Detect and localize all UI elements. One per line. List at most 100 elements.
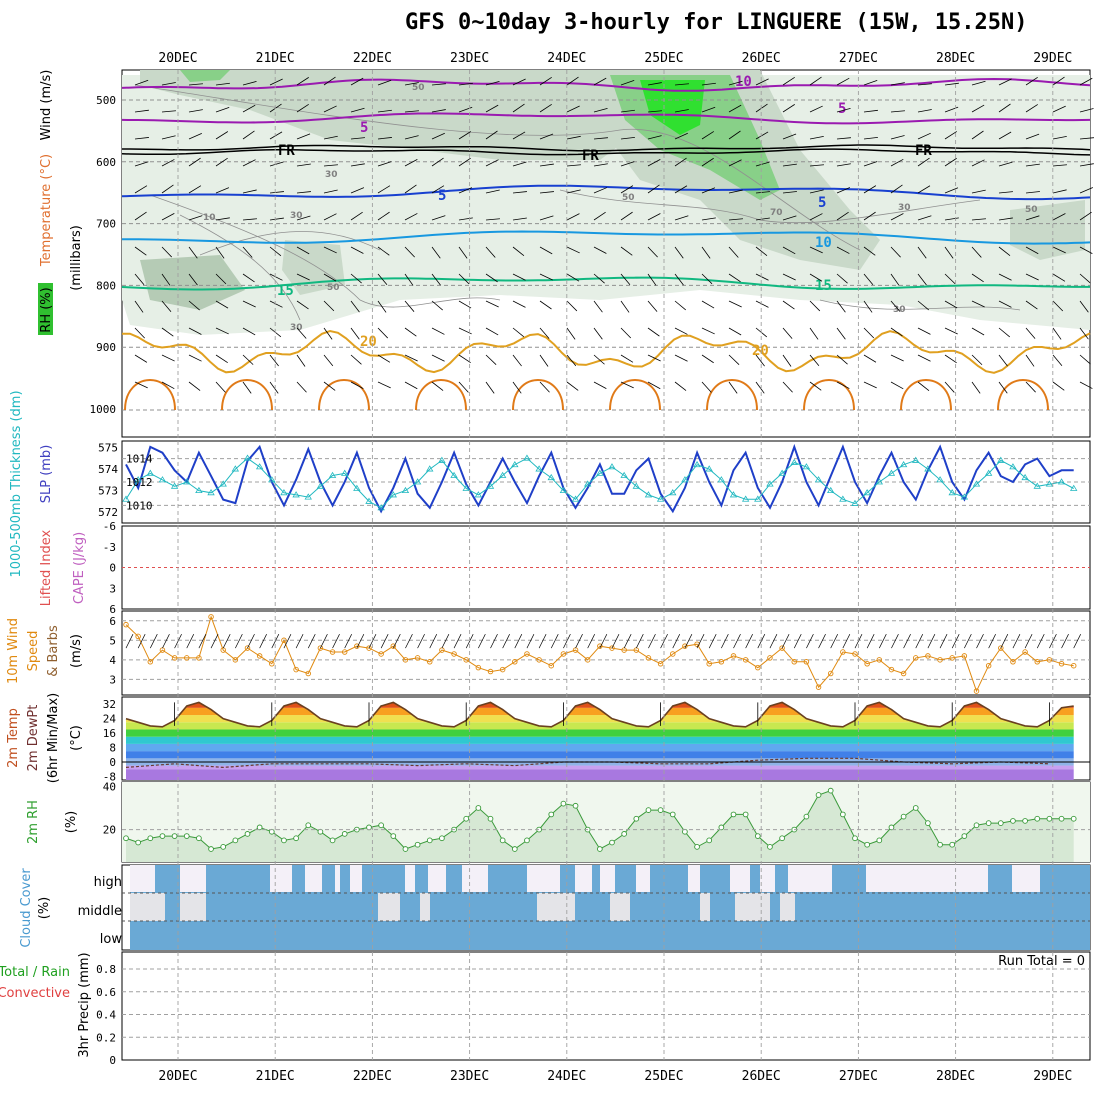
wind-barb	[296, 77, 309, 86]
wind-barb	[593, 246, 607, 254]
contour-label: 5	[838, 101, 846, 117]
cloud-low-fill	[130, 922, 1090, 950]
wind-barb-10m	[891, 633, 899, 649]
wind-barb	[620, 185, 634, 194]
rh-contour-line	[134, 84, 861, 251]
wind-barb	[998, 78, 1012, 86]
wind-barb	[485, 327, 499, 336]
wind-barb	[917, 215, 932, 221]
thickness-point	[498, 471, 507, 478]
thickness-point	[268, 476, 276, 483]
rh-point	[329, 837, 336, 844]
wind-tick-label: 3	[109, 673, 116, 686]
wind-speed-point	[232, 657, 239, 663]
cloud-gap-middle	[700, 893, 710, 921]
wind-barb	[1025, 354, 1035, 367]
rh-point	[839, 811, 846, 818]
wind-barb	[1079, 137, 1094, 140]
wind-barb	[1025, 327, 1036, 339]
wind-barb	[944, 217, 959, 221]
wind-barb	[215, 354, 228, 364]
rh-point	[657, 807, 664, 813]
date-label-bottom: 29DEC	[1033, 1069, 1072, 1084]
rh-tick-label: 20	[103, 824, 116, 837]
rh-point	[669, 811, 676, 818]
rh-contour-line	[559, 189, 981, 224]
thickness-point	[280, 489, 288, 496]
wind-barb	[539, 273, 553, 281]
cloud-gap-high	[1012, 865, 1040, 892]
wind-speed-point	[366, 645, 372, 651]
wind-barb	[404, 82, 419, 86]
wind-barb	[701, 300, 715, 309]
wind-barb	[296, 273, 310, 281]
wind-barb	[215, 381, 226, 393]
date-label-bottom: 20DEC	[158, 1069, 197, 1084]
wind-speed-point	[609, 645, 615, 651]
thickness-tick-label: 572	[98, 506, 118, 519]
wind-barb	[512, 327, 525, 338]
wind-speed-point	[341, 649, 348, 655]
wind-barb	[377, 327, 389, 339]
temp-tick-label: 16	[103, 727, 116, 740]
isotherm-20	[121, 329, 1091, 374]
freezing-line	[122, 144, 1091, 152]
wind-speed-point	[791, 659, 798, 665]
wind-barb-10m	[526, 633, 535, 649]
temp-band	[126, 765, 1074, 770]
thickness-point	[997, 456, 1005, 463]
wind-barb-10m	[210, 633, 219, 649]
thickness-point	[632, 482, 641, 489]
wind-barb	[647, 381, 661, 390]
cloud-gap-high	[405, 865, 415, 892]
rh-point	[803, 813, 810, 820]
wind-barb	[215, 300, 229, 309]
cloud-gap-high	[350, 865, 362, 892]
wind-barb	[809, 189, 824, 194]
wind-barb	[269, 381, 279, 394]
wind-barb	[728, 381, 738, 394]
contour-label: 10	[203, 213, 216, 223]
cloud-gap-high	[462, 865, 488, 892]
thickness-point	[960, 493, 969, 500]
rh-point	[718, 824, 725, 831]
wind-barb	[593, 187, 608, 194]
wind-barb	[242, 246, 253, 258]
thickness-tick-label: 575	[98, 441, 118, 454]
wind-barb-10m	[453, 633, 462, 649]
wind-barb-10m	[878, 633, 887, 649]
wind-barb	[485, 246, 496, 258]
cloud-gap-middle	[180, 893, 206, 921]
wind-barb	[998, 300, 1012, 308]
wind-barb	[944, 246, 954, 259]
wind-barb	[728, 246, 739, 258]
date-label-top: 21DEC	[256, 51, 295, 66]
date-label-bottom: 26DEC	[742, 1069, 781, 1084]
wind-speed-point	[524, 651, 530, 657]
wind-barb	[566, 327, 576, 340]
rh-point	[208, 846, 214, 852]
rh-point	[147, 835, 154, 842]
isotherm-25	[706, 379, 758, 411]
wind-barb	[593, 77, 607, 86]
rh-point	[706, 837, 713, 844]
wind-barb	[458, 381, 469, 393]
wind-barb	[674, 300, 687, 311]
isotherm-25	[124, 379, 176, 411]
thickness-point	[183, 478, 191, 485]
wind-barb	[728, 159, 742, 167]
cloud-gap-middle	[378, 893, 400, 921]
wind-speed-point	[864, 660, 870, 667]
wind-barb-10m	[478, 633, 486, 649]
wind-barb-10m	[332, 633, 340, 649]
wind-barb-10m	[125, 633, 134, 649]
wind-barb-10m	[842, 633, 851, 649]
thickness-point	[462, 484, 470, 491]
rh-point	[560, 800, 567, 807]
wind-speed-point	[536, 657, 542, 663]
surface-isotherms	[124, 379, 1049, 411]
wind-barb-10m	[951, 633, 960, 649]
wind-barb	[728, 104, 742, 113]
wind-barb	[161, 213, 175, 221]
